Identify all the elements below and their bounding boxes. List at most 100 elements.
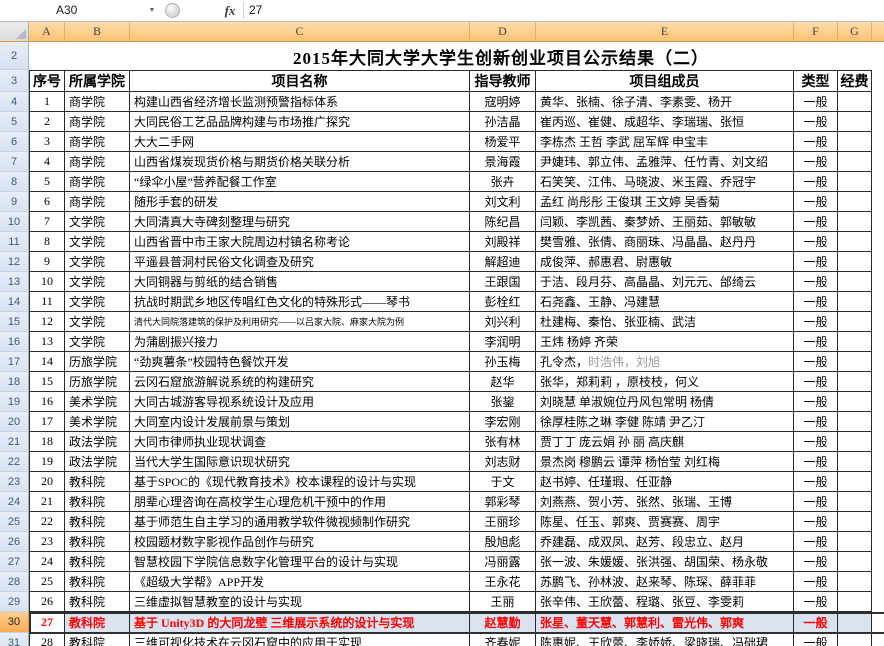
cell-members[interactable]: 杜建梅、秦怡、张亚楠、武洁: [536, 312, 794, 332]
cell-teacher[interactable]: 王永花: [470, 572, 536, 592]
cell-seq[interactable]: 11: [29, 292, 65, 312]
cell-members[interactable]: 闫颖、李凯茜、秦梦娇、王丽茹、郭敏敏: [536, 212, 794, 232]
gutter-cell[interactable]: [872, 492, 884, 512]
cell-college[interactable]: 商学院: [65, 192, 130, 212]
cell-members[interactable]: 苏鹏飞、孙林波、赵来琴、陈琛、薛菲菲: [536, 572, 794, 592]
cell-members[interactable]: 孟红 尚彤彤 王俊琪 王文婷 吴香菊: [536, 192, 794, 212]
cell-seq[interactable]: 28: [29, 633, 65, 646]
cell-members[interactable]: 刘晓慧 单淑婉位丹风包常明 杨倩: [536, 392, 794, 412]
cell-type[interactable]: 一般: [794, 92, 838, 112]
cell-seq[interactable]: 14: [29, 352, 65, 372]
cell-teacher[interactable]: 刘兴利: [470, 312, 536, 332]
cell-type[interactable]: 一般: [794, 532, 838, 552]
cell-budget[interactable]: [838, 412, 872, 432]
cell-budget[interactable]: [838, 592, 872, 612]
cell-college[interactable]: 教科院: [65, 472, 130, 492]
cell-seq[interactable]: 26: [29, 592, 65, 612]
insert-function-icon[interactable]: fx: [224, 3, 236, 18]
cell-college[interactable]: 商学院: [65, 152, 130, 172]
row-header-6[interactable]: 6: [0, 132, 29, 152]
cell-type[interactable]: 一般: [794, 432, 838, 452]
cell-type[interactable]: 一般: [794, 352, 838, 372]
cell-college[interactable]: 历旅学院: [65, 352, 130, 372]
cell-teacher[interactable]: 孙洁晶: [470, 112, 536, 132]
gutter-cell[interactable]: [872, 272, 884, 292]
cell-teacher[interactable]: 杨爱平: [470, 132, 536, 152]
cell-members[interactable]: 于洁、段月芬、高晶晶、刘元元、邰绮云: [536, 272, 794, 292]
cell-college[interactable]: 文学院: [65, 252, 130, 272]
cell-college[interactable]: 商学院: [65, 172, 130, 192]
row-header-31[interactable]: 31: [0, 633, 29, 646]
cell-budget[interactable]: [838, 352, 872, 372]
cell-teacher[interactable]: 殷旭彪: [470, 532, 536, 552]
cell-seq[interactable]: 13: [29, 332, 65, 352]
cell-members[interactable]: 崔丙巡、崔健、成超华、李瑞瑞、张恒: [536, 112, 794, 132]
cell-teacher[interactable]: 景海霞: [470, 152, 536, 172]
gutter-cell[interactable]: [872, 312, 884, 332]
cell-budget[interactable]: [838, 232, 872, 252]
name-box[interactable]: A30: [0, 0, 145, 21]
cell-project[interactable]: 基于 Unity3D 的大同龙壁 三维展示系统的设计与实现: [130, 612, 470, 633]
cell-budget[interactable]: [838, 112, 872, 132]
cell-type[interactable]: 一般: [794, 252, 838, 272]
gutter-cell[interactable]: [872, 633, 884, 646]
row-header-15[interactable]: 15: [0, 312, 29, 332]
cell-teacher[interactable]: 李润明: [470, 332, 536, 352]
cell-budget[interactable]: [838, 532, 872, 552]
cell-project[interactable]: “绿伞小屋”营养配餐工作室: [130, 172, 470, 192]
cell-college[interactable]: 教科院: [65, 592, 130, 612]
cell-seq[interactable]: 10: [29, 272, 65, 292]
cell-project[interactable]: 为蒲剧振兴接力: [130, 332, 470, 352]
cell-college[interactable]: 教科院: [65, 612, 130, 633]
cell-type[interactable]: 一般: [794, 312, 838, 332]
cell-budget[interactable]: [838, 572, 872, 592]
cell-project[interactable]: 三维可视化技术在云冈石窟中的应用于实现: [130, 633, 470, 646]
cell-project[interactable]: 山西省煤炭现货价格与期货价格关联分析: [130, 152, 470, 172]
cell-teacher[interactable]: 解超迪: [470, 252, 536, 272]
cell-type[interactable]: 一般: [794, 372, 838, 392]
row-header-14[interactable]: 14: [0, 292, 29, 312]
cell-budget[interactable]: [838, 492, 872, 512]
cell-type[interactable]: 一般: [794, 512, 838, 532]
cell-project[interactable]: 当代大学生国际意识现状研究: [130, 452, 470, 472]
row-header-2[interactable]: 2: [0, 42, 29, 70]
cell-project[interactable]: 大同市律师执业现状调查: [130, 432, 470, 452]
empty-cell[interactable]: [29, 42, 130, 70]
cell-project[interactable]: 随形手套的研发: [130, 192, 470, 212]
select-all-corner[interactable]: [0, 22, 29, 41]
cell-college[interactable]: 商学院: [65, 92, 130, 112]
gutter-cell[interactable]: [872, 70, 884, 92]
cell-seq[interactable]: 12: [29, 312, 65, 332]
row-header-8[interactable]: 8: [0, 172, 29, 192]
cell-members[interactable]: 王炜 杨婷 齐荣: [536, 332, 794, 352]
cell-college[interactable]: 商学院: [65, 112, 130, 132]
cell-members[interactable]: 樊雪雅、张倩、商丽珠、冯晶晶、赵丹丹: [536, 232, 794, 252]
row-header-4[interactable]: 4: [0, 92, 29, 112]
cell-members[interactable]: 孔令杰， 时浩伟，刘旭: [536, 352, 794, 372]
column-header-C[interactable]: C: [130, 22, 470, 41]
cell-budget[interactable]: [838, 332, 872, 352]
cell-college[interactable]: 教科院: [65, 512, 130, 532]
cell-teacher[interactable]: 刘志财: [470, 452, 536, 472]
cell-teacher[interactable]: 赵慧勤: [470, 612, 536, 633]
gutter-cell[interactable]: [872, 112, 884, 132]
cell-project[interactable]: 校园题材数字影视作品创作与研究: [130, 532, 470, 552]
row-header-24[interactable]: 24: [0, 492, 29, 512]
cell-teacher[interactable]: 寇明婷: [470, 92, 536, 112]
cell-seq[interactable]: 17: [29, 412, 65, 432]
cell-budget[interactable]: [838, 152, 872, 172]
cell-type[interactable]: 一般: [794, 212, 838, 232]
gutter-cell[interactable]: [872, 252, 884, 272]
row-header-22[interactable]: 22: [0, 452, 29, 472]
row-header-3[interactable]: 3: [0, 70, 29, 92]
gutter-cell[interactable]: [872, 352, 884, 372]
gutter-cell[interactable]: [872, 592, 884, 612]
cell-project[interactable]: 清代大同院落建筑的保护及利用研究——以吕家大院、麻家大院为例: [130, 312, 470, 332]
cell-budget[interactable]: [838, 552, 872, 572]
cell-members[interactable]: 尹婕玮、郭立伟、孟雅萍、任竹青、刘文绍: [536, 152, 794, 172]
column-header-A[interactable]: A: [29, 22, 65, 41]
cell-seq[interactable]: 4: [29, 152, 65, 172]
cell-type[interactable]: 一般: [794, 112, 838, 132]
cell-project[interactable]: 大同民俗工艺品品牌构建与市场推广探究: [130, 112, 470, 132]
cell-type[interactable]: 一般: [794, 232, 838, 252]
